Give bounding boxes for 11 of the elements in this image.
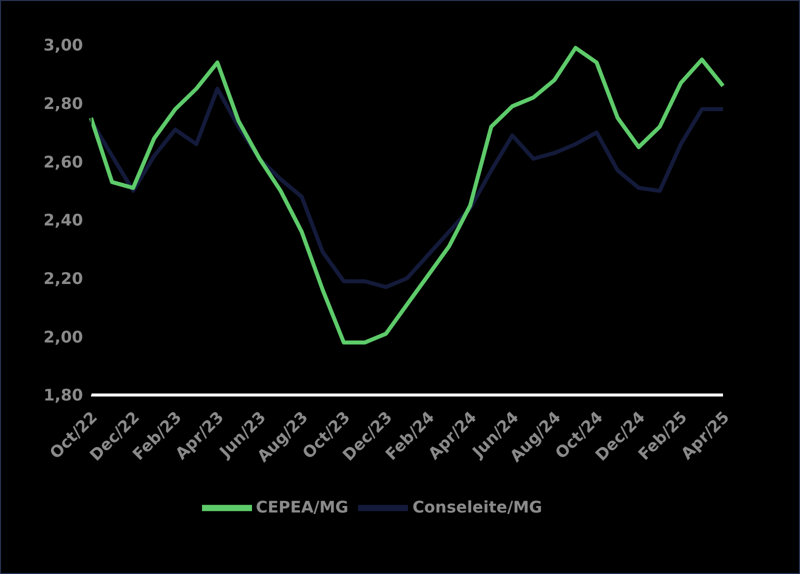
y-tick-label: 3,00 bbox=[44, 36, 83, 55]
legend-label: Conseleite/MG bbox=[412, 497, 542, 516]
y-tick-label: 2,40 bbox=[44, 210, 83, 230]
y-tick-label: 1,80 bbox=[44, 386, 83, 405]
line-series bbox=[89, 46, 725, 344]
y-tick-label: 2,00 bbox=[44, 327, 83, 346]
legend-label: CEPEA/MG bbox=[256, 497, 348, 516]
y-tick-label: 2,80 bbox=[44, 94, 83, 114]
line-series bbox=[89, 86, 725, 290]
y-tick-label: 2,60 bbox=[44, 152, 83, 172]
y-tick-label: 2,20 bbox=[44, 269, 83, 288]
